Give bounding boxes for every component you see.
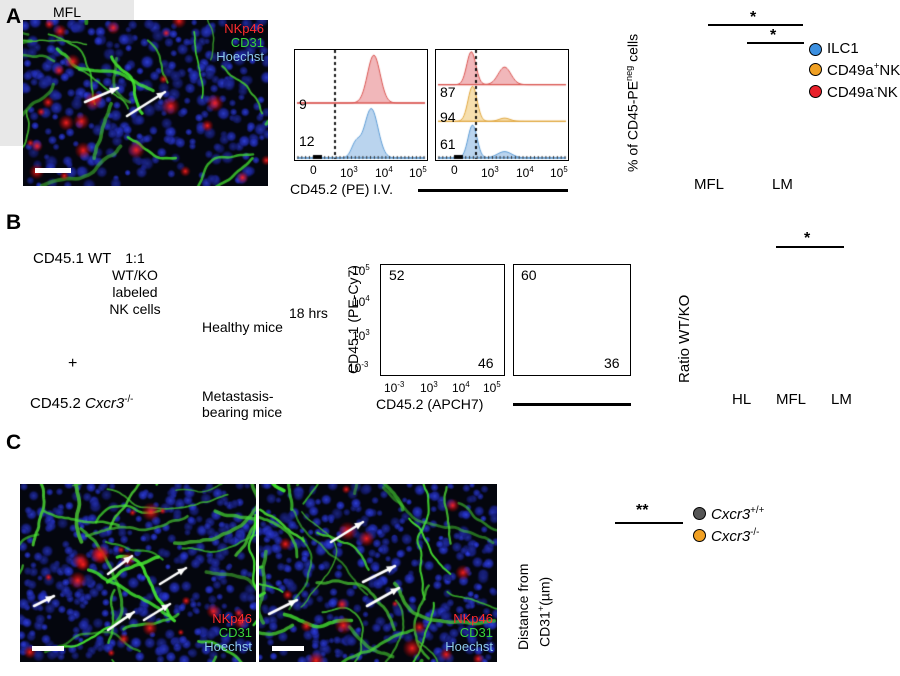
barchart-a: % of CD45-PEneg cells MFL LM ILC1 CD49a+… bbox=[612, 8, 900, 198]
panel-c-micrograph-wt bbox=[20, 484, 256, 662]
histogram-lm-xticks: 0 103 104 105 bbox=[435, 164, 569, 180]
dotplot-lm-gate-value-1: 60 bbox=[521, 267, 537, 283]
panel-a-scale-bar bbox=[35, 168, 71, 173]
dotplot-xaxis-label: CD45.2 (APCH7) bbox=[376, 396, 484, 412]
scatter-sigbar bbox=[615, 522, 683, 524]
histogram-plot-mfl bbox=[294, 49, 428, 161]
histogram-xaxis-rule bbox=[418, 189, 568, 192]
schematic-time-arrow bbox=[285, 321, 340, 337]
histogram-lm-value-1: 87 bbox=[440, 84, 456, 100]
legend-item-ilc1: ILC1 bbox=[809, 41, 900, 57]
sig-star-1: * bbox=[750, 9, 757, 26]
dotplot-plot-lm bbox=[513, 264, 631, 376]
panel-a-micrograph-channel-labels: NKp46 CD31 Hoechst bbox=[178, 22, 264, 64]
legend-item-cd49a-neg: CD49a-NK bbox=[809, 81, 900, 101]
panel-a-micrograph bbox=[23, 20, 268, 186]
xtick-0: 0 bbox=[310, 163, 317, 177]
schematic-arrow-text: 1:1 WT/KO labeled NK cells bbox=[109, 250, 161, 317]
panel-c-micrograph-ko bbox=[259, 484, 497, 662]
panel-c-wt-channel-labels: NKp46 CD31 Hoechst bbox=[166, 612, 252, 654]
dotplot-xaxis-rule bbox=[513, 403, 631, 406]
panel-c-ko-channel-labels: NKp46 CD31 Hoechst bbox=[407, 612, 493, 654]
label-nkp46: NKp46 bbox=[212, 611, 252, 626]
legend-dot-cxcr3-ko bbox=[693, 528, 706, 542]
label-nkp46: NKp46 bbox=[453, 611, 493, 626]
legend-dot-cd49a-neg bbox=[809, 84, 822, 98]
dotplot-plot-mfl bbox=[380, 264, 505, 376]
violin-xlabel-lm: LM bbox=[831, 391, 852, 408]
barchart-group-label-lm: LM bbox=[772, 176, 793, 193]
histogram-mfl-xticks: 0 103 104 105 bbox=[294, 164, 428, 180]
xtick-2: 104 bbox=[375, 165, 393, 180]
histogram-plot-lm bbox=[435, 49, 569, 161]
sigbar-2 bbox=[747, 42, 804, 44]
xtick-0: 10-3 bbox=[384, 380, 405, 395]
dotplot-xticks: 10-3 103 104 105 bbox=[380, 379, 505, 395]
sigbar-1 bbox=[708, 24, 803, 26]
ytick-2: 103 bbox=[352, 328, 370, 343]
legend-item-cd49a-pos: CD49a+NK bbox=[809, 59, 900, 79]
panel-c-wt-scale-bar bbox=[32, 646, 64, 651]
violin-chart-b: Ratio WT/KO HL MFL LM * bbox=[668, 228, 900, 413]
schematic-plus-sign: + bbox=[68, 355, 78, 372]
barchart-legend: ILC1 CD49a+NK CD49a-NK bbox=[809, 41, 900, 103]
panel-a-letter: A bbox=[6, 5, 22, 28]
violin-sig-star: * bbox=[804, 230, 811, 247]
xtick-1: 103 bbox=[481, 165, 499, 180]
dotplot-yticks: 105 104 103 10-3 bbox=[348, 262, 378, 378]
label-nkp46: NKp46 bbox=[224, 21, 264, 36]
sig-star-2: * bbox=[770, 27, 777, 44]
schematic-time-label: 18 hrs bbox=[289, 305, 328, 321]
xtick-3: 105 bbox=[483, 380, 501, 395]
xtick-1: 103 bbox=[340, 165, 358, 180]
schematic-label-cd45-2-cxcr3ko: CD45.2 Cxcr3-/- bbox=[30, 394, 134, 412]
ytick-0: 105 bbox=[352, 263, 370, 278]
label-hoechst: Hoechst bbox=[204, 639, 252, 654]
xtick-0: 0 bbox=[451, 163, 458, 177]
panel-c-ko-scale-bar bbox=[272, 646, 304, 651]
scatter-chart-c: Distance from CD31+(µm) ** Cxcr3+/+ Cxcr… bbox=[505, 495, 900, 670]
panel-b-schematic: CD45.1 WT + CD45.2 Cxcr3-/- 1:1 WT/KO la… bbox=[10, 238, 300, 420]
xtick-3: 105 bbox=[409, 165, 427, 180]
histogram-mfl-value-1: 9 bbox=[299, 96, 307, 112]
label-cd31: CD31 bbox=[218, 625, 252, 640]
violin-xlabel-hl: HL bbox=[732, 391, 752, 408]
legend-dot-ilc1 bbox=[809, 42, 822, 56]
histogram-mfl-value-2: 12 bbox=[299, 133, 315, 149]
label-cd31: CD31 bbox=[230, 35, 264, 50]
legend-item-cxcr3-ko: Cxcr3-/- bbox=[693, 525, 764, 545]
schematic-label-healthy-mice: Healthy mice bbox=[202, 319, 283, 335]
xtick-2: 104 bbox=[452, 380, 470, 395]
panel-c-letter: C bbox=[6, 431, 22, 454]
label-cd31: CD31 bbox=[459, 625, 493, 640]
legend-item-cxcr3-wt: Cxcr3+/+ bbox=[693, 503, 764, 523]
histogram-lm-value-3: 61 bbox=[440, 136, 456, 152]
histogram-lm-value-2: 94 bbox=[440, 109, 456, 125]
ytick-3: 10-3 bbox=[348, 360, 369, 375]
scatter-legend: Cxcr3+/+ Cxcr3-/- bbox=[693, 503, 764, 547]
ytick-1: 104 bbox=[352, 294, 370, 309]
schematic-label-cd45-1-wt: CD45.1 WT bbox=[33, 250, 112, 267]
dotplot-lm-gate-value-2: 36 bbox=[604, 355, 620, 371]
violin-xlabel-mfl: MFL bbox=[776, 391, 806, 408]
panel-b-letter: B bbox=[6, 211, 22, 234]
schematic-label-metastasis-mice: Metastasis- bearing mice bbox=[202, 388, 283, 420]
dotplot-mfl-gate-value-1: 52 bbox=[389, 267, 405, 283]
legend-dot-cxcr3-wt bbox=[693, 506, 706, 520]
label-hoechst: Hoechst bbox=[445, 639, 493, 654]
barchart-group-label-mfl: MFL bbox=[694, 176, 724, 193]
dotplot-mfl-gate-value-2: 46 bbox=[478, 355, 494, 371]
violin-sigbar bbox=[776, 246, 844, 248]
histogram-xaxis-label: CD45.2 (PE) I.V. bbox=[290, 181, 393, 197]
label-hoechst: Hoechst bbox=[216, 49, 264, 64]
xtick-3: 105 bbox=[550, 165, 568, 180]
xtick-2: 104 bbox=[516, 165, 534, 180]
xtick-1: 103 bbox=[420, 380, 438, 395]
legend-dot-cd49a-pos bbox=[809, 62, 822, 76]
scatter-sig-star: ** bbox=[636, 502, 649, 519]
